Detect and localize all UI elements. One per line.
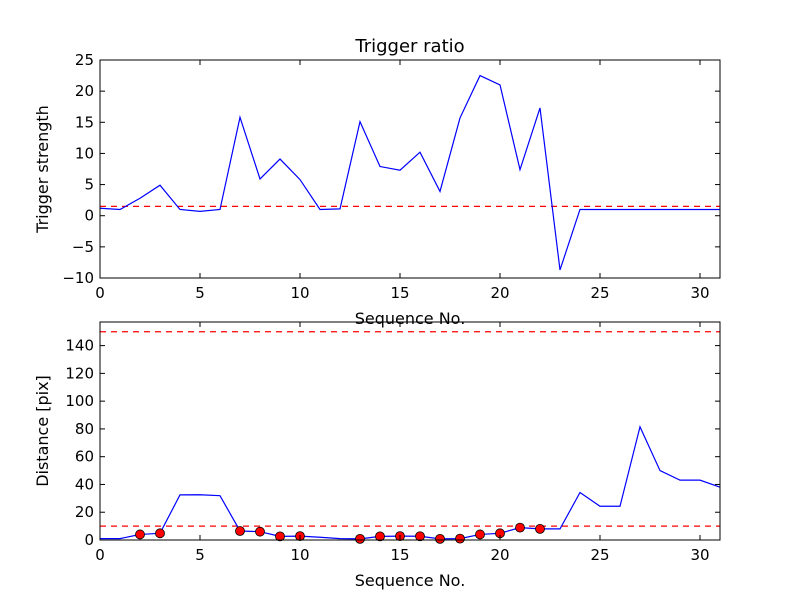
chart1-x-tick-label: 5 [195,546,205,564]
chart1-y-tick-label: 120 [65,364,94,382]
chart1-x-tick-label: 25 [590,546,609,564]
chart0-y-tick-label: 15 [75,113,94,131]
chart1-y-tick-label: 140 [65,337,94,355]
chart1-data-point [375,531,385,542]
chart1-y-tick-label: 60 [75,448,94,466]
chart0-x-tick-label: 5 [195,284,205,302]
chart1-data-point [155,528,165,539]
distance-chart: 0 5 10 15 20 25 30 0 20 40 60 80 100 120 140 Sequence N… [33,321,721,590]
chart1-x-tick-label: 20 [490,546,509,564]
chart1-y-tick-label: 20 [75,503,94,521]
chart1-x-tick-label: 0 [95,546,105,564]
chart0-y-tick-label: 25 [75,51,94,69]
chart0-y-tick-label: −5 [72,238,94,256]
chart1-data-point [275,531,285,542]
chart0-title: Trigger ratio [354,36,464,57]
chart1-y-tick-label: 80 [75,420,94,438]
chart0-y-axis-label: Trigger strength [33,105,52,234]
chart1-data-point [415,531,425,542]
chart0-series-line-0 [99,74,720,271]
chart1-axes-frame [99,321,721,541]
chart0-x-tick-label: 20 [490,284,509,302]
chart0-x-tick-label: 30 [690,284,709,302]
chart1-y-tick-label: 40 [75,475,94,493]
chart1-data-point [515,522,525,533]
chart1-data-point [475,529,485,540]
chart0-y-tick-label: −10 [62,269,94,287]
chart1-x-tick-label: 15 [390,546,409,564]
chart1-data-point [455,533,465,544]
chart1-data-point [235,526,245,536]
chart1-data-point [435,533,445,544]
chart1-data-point [355,533,365,544]
chart1-data-point [255,526,265,537]
chart1-data-point [535,523,545,534]
chart0-y-tick-label: 5 [84,176,94,194]
chart0-x-tick-label: 15 [390,284,409,302]
chart1-data-point [135,529,145,540]
chart0-y-tick-label: 10 [75,144,94,162]
chart0-x-tick-label: 10 [290,284,309,302]
chart0-x-tick-label: 25 [590,284,609,302]
chart1-y-tick-label: 0 [84,531,94,549]
chart1-x-axis-label: Sequence No. [355,571,466,590]
trigger-ratio-chart: 0 5 10 15 20 25 30 −10 −5 0 5 10 15 20 25 Sequence No. T… [33,36,721,328]
chart0-x-axis-label: Sequence No. [355,309,466,328]
chart0-x-tick-label: 0 [95,284,105,302]
chart1-y-axis-label: Distance [pix] [33,375,52,487]
chart0-axes-frame [99,59,721,279]
chart0-y-tick-label: 20 [75,82,94,100]
chart1-x-tick-label: 30 [690,546,709,564]
chart1-x-tick-label: 10 [290,546,309,564]
chart1-series-line-0 [100,425,721,540]
chart0-y-tick-label: 0 [84,207,94,225]
chart1-y-tick-label: 100 [65,392,94,410]
